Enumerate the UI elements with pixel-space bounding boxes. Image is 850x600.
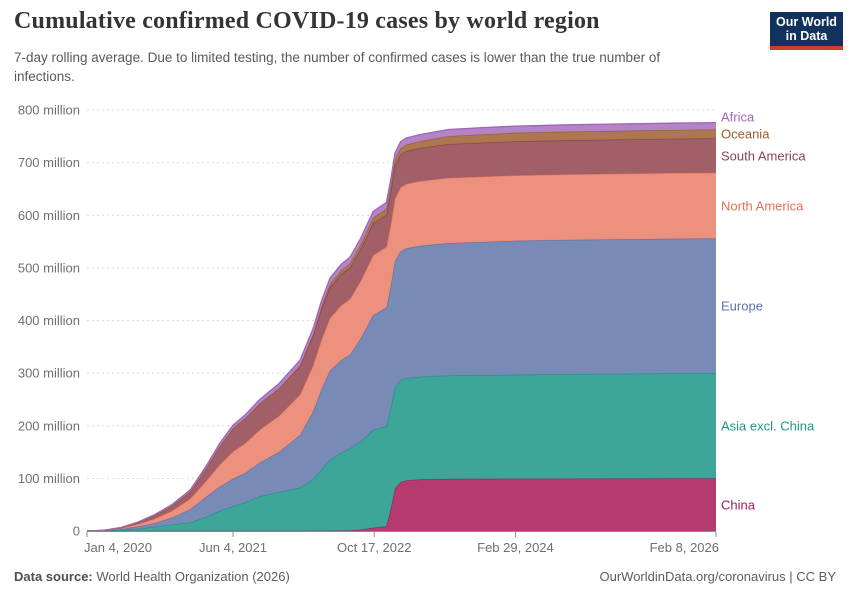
y-tick-label-800: 800 million <box>18 103 80 118</box>
data-source-label: Data source: <box>14 569 93 584</box>
y-tick-label-0: 0 <box>73 524 80 539</box>
x-tick-label-jan-4-2020: Jan 4, 2020 <box>84 540 152 555</box>
x-tick-label-feb-8-2026: Feb 8, 2026 <box>650 540 719 555</box>
y-tick-label-600: 600 million <box>18 208 80 223</box>
owid-logo-line1: Our World <box>776 15 837 29</box>
area-asia-excl-china[interactable] <box>87 373 716 531</box>
y-tick-label-200: 200 million <box>18 418 80 433</box>
page-subtitle: 7-day rolling average. Due to limited te… <box>14 50 661 84</box>
area-line-africa <box>86 121 717 532</box>
chart-footer: Data source: World Health Organization (… <box>14 569 836 584</box>
x-tick-label-oct-17-2022: Oct 17, 2022 <box>337 540 411 555</box>
data-source-note: Data source: World Health Organization (… <box>14 569 290 584</box>
legend-label-europe[interactable]: Europe <box>721 298 763 314</box>
page-title: Cumulative confirmed COVID-19 cases by w… <box>14 8 600 34</box>
area-europe[interactable] <box>87 238 716 531</box>
legend-label-asia-excl-china[interactable]: Asia excl. China <box>721 418 815 434</box>
y-tick-label-700: 700 million <box>18 155 80 170</box>
y-tick-label-300: 300 million <box>18 366 80 381</box>
y-tick-label-400: 400 million <box>18 313 80 328</box>
license-link[interactable]: OurWorldinData.org/coronavirus | CC BY <box>599 569 836 584</box>
legend-label-africa[interactable]: Africa <box>721 109 755 125</box>
data-source-text: World Health Organization (2026) <box>92 569 290 584</box>
legend-label-china[interactable]: China <box>721 497 755 513</box>
x-tick-label-jun-4-2021: Jun 4, 2021 <box>199 540 267 555</box>
owid-logo-red-bar <box>770 46 843 50</box>
owid-logo-line2: in Data <box>785 29 828 43</box>
owid-logo[interactable]: Our World in Data <box>770 12 843 50</box>
area-china[interactable] <box>87 478 716 531</box>
legend-label-oceania[interactable]: Oceania <box>721 126 770 142</box>
legend-label-north-america[interactable]: North America <box>721 198 804 213</box>
y-tick-label-500: 500 million <box>18 260 80 275</box>
legend-label-south-america[interactable]: South America <box>721 148 806 164</box>
y-tick-label-100: 100 million <box>18 471 80 486</box>
area-north-america[interactable] <box>87 172 716 531</box>
owid-logo-box: Our World in Data <box>770 12 843 46</box>
area-south-america[interactable] <box>87 138 716 531</box>
x-tick-label-feb-29-2024: Feb 29, 2024 <box>477 540 554 555</box>
